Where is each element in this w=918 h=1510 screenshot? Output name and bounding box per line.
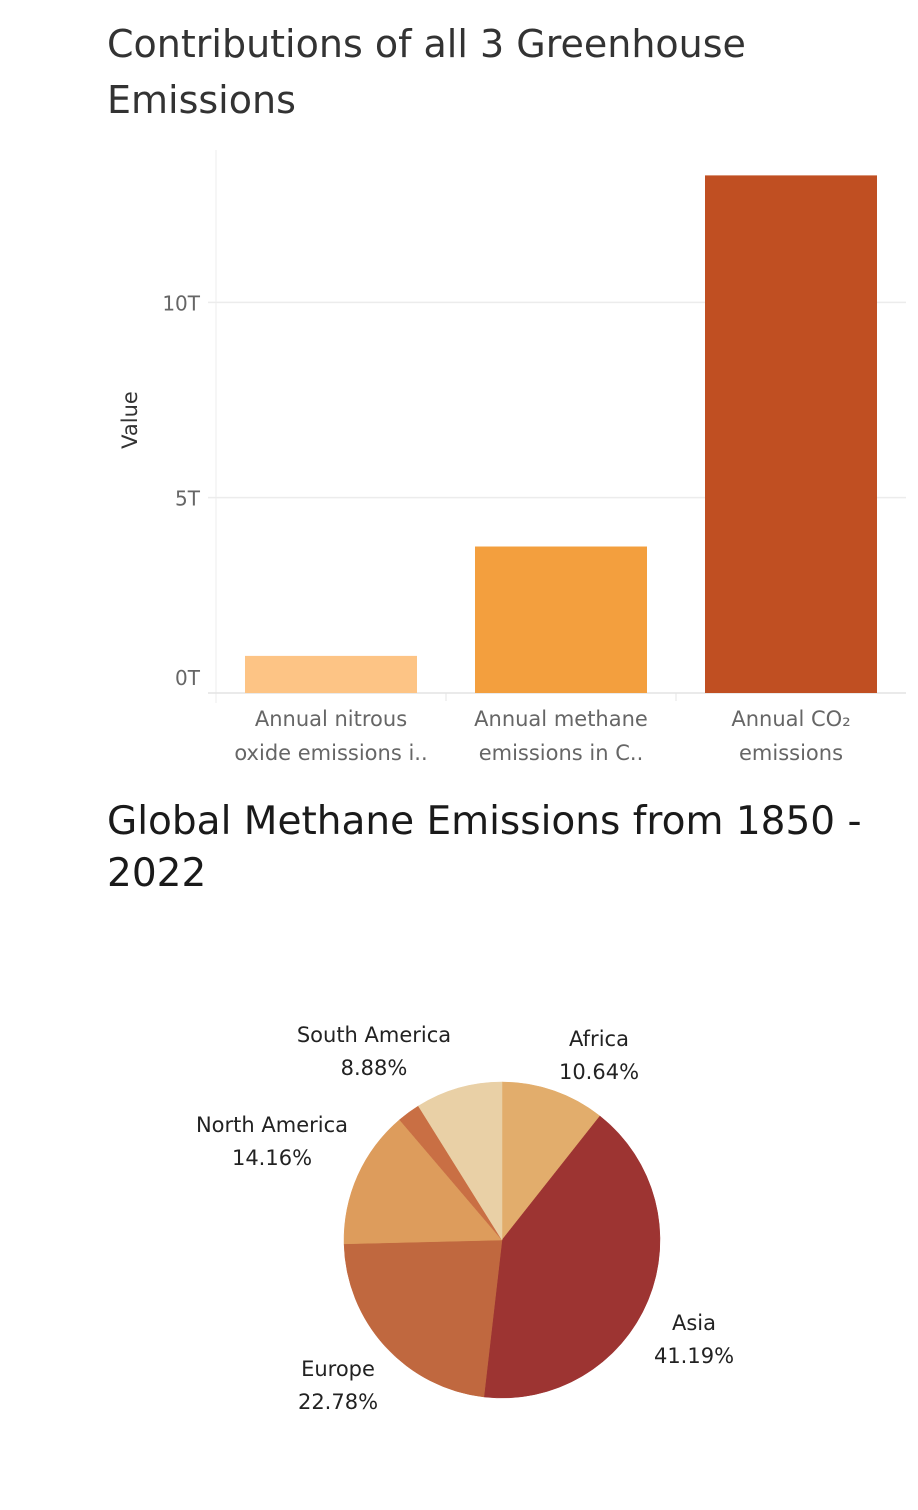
category-label: emissions xyxy=(739,741,843,765)
category-label: emissions in C.. xyxy=(479,741,644,765)
bar-chart: 0T 5T 10T Value Annual nitrous oxide emission… xyxy=(118,150,906,765)
slice-label: Africa xyxy=(569,1027,629,1051)
y-tick-label: 10T xyxy=(162,291,200,315)
y-tick-label: 0T xyxy=(175,666,201,690)
slice-percent-label: 22.78% xyxy=(298,1390,378,1414)
slice-label: Asia xyxy=(672,1311,716,1335)
pie-slice[interactable] xyxy=(483,1115,661,1399)
category-label: Annual nitrous xyxy=(255,707,407,731)
slice-percent-label: 10.64% xyxy=(559,1060,639,1084)
slice-percent-label: 8.88% xyxy=(341,1056,408,1080)
bar-chart-title: Contributions of all 3 Greenhouse Emissi… xyxy=(107,22,746,122)
slice-label: North America xyxy=(196,1113,348,1137)
pie-slice[interactable] xyxy=(343,1239,503,1398)
pie-slice[interactable] xyxy=(343,1119,503,1245)
slice-percent-label: 14.16% xyxy=(232,1146,312,1170)
category-label: Annual CO₂ xyxy=(731,707,850,731)
bar[interactable] xyxy=(475,546,647,693)
pie-chart-title: Global Methane Emissions from 1850 - 202… xyxy=(107,799,862,896)
bar[interactable] xyxy=(245,655,417,693)
pie-slice[interactable] xyxy=(418,1081,503,1241)
y-tick-label: 5T xyxy=(175,487,201,511)
bar[interactable] xyxy=(705,175,877,693)
pie-chart: Africa 10.64% Asia 41.19% Europe 22.78% North … xyxy=(196,1023,734,1414)
slice-percent-label: 41.19% xyxy=(654,1344,734,1368)
pie-slice[interactable] xyxy=(501,1081,601,1241)
slice-label: Europe xyxy=(301,1357,375,1381)
category-label: Annual methane xyxy=(474,707,648,731)
category-label: oxide emissions i.. xyxy=(234,741,427,765)
y-axis-title: Value xyxy=(118,391,142,449)
slice-label: South America xyxy=(297,1023,451,1047)
